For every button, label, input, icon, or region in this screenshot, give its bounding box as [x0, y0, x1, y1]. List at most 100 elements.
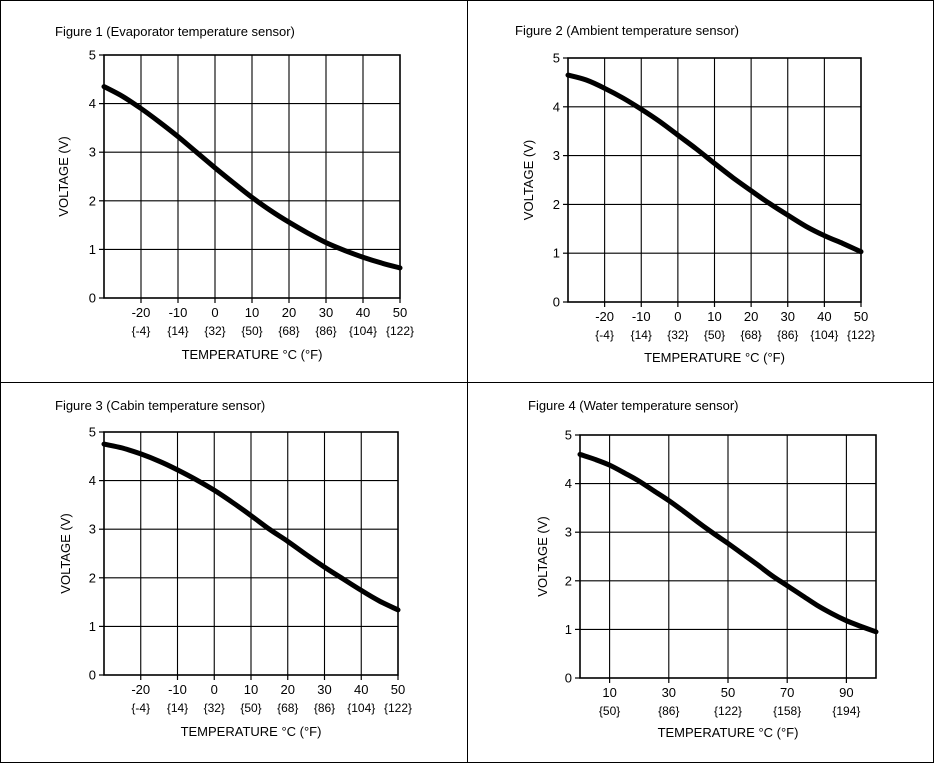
x-tick-label-celsius: -20 [131, 682, 150, 697]
x-tick-label-celsius: 50 [854, 309, 868, 324]
chart-title: Figure 2 (Ambient temperature sensor) [515, 23, 739, 38]
y-tick-label: 5 [89, 48, 96, 63]
x-tick-label-fahrenheit: {14} [167, 324, 188, 338]
x-tick-label-celsius: -10 [168, 682, 187, 697]
x-tick-label-celsius: 30 [317, 682, 331, 697]
y-tick-label: 4 [89, 473, 96, 488]
x-tick-label-fahrenheit: {158} [773, 704, 801, 718]
grid-lines [580, 435, 876, 678]
x-tick-label-celsius: 30 [662, 685, 676, 700]
y-tick-label: 2 [553, 197, 560, 212]
x-tick-label-celsius: -10 [632, 309, 651, 324]
x-tick-label-celsius: 30 [781, 309, 795, 324]
figure-2-ambient-sensor: Figure 2 (Ambient temperature sensor) 0 1 2… [515, 23, 875, 365]
y-tick-label: 5 [565, 428, 572, 443]
x-axis-label: TEMPERATURE °C (°F) [182, 347, 323, 362]
y-axis-label: VOLTAGE (V) [58, 513, 73, 593]
x-tick-label-celsius: 0 [674, 309, 681, 324]
x-tick-label-fahrenheit: {-4} [595, 328, 614, 342]
x-tick-label-celsius: 20 [282, 305, 296, 320]
x-tick-label-fahrenheit: {194} [832, 704, 860, 718]
chart-title: Figure 4 (Water temperature sensor) [528, 398, 738, 413]
x-axis-label: TEMPERATURE °C (°F) [181, 724, 322, 739]
grid-lines [104, 432, 398, 675]
x-tick-label-fahrenheit: {86} [314, 701, 335, 715]
y-tick-label: 0 [565, 671, 572, 686]
x-tick-label-fahrenheit: {50} [704, 328, 725, 342]
x-tick-label-celsius: 10 [602, 685, 616, 700]
y-tick-label: 0 [89, 291, 96, 306]
x-tick-label-fahrenheit: {86} [777, 328, 798, 342]
x-tick-label-fahrenheit: {-4} [131, 701, 150, 715]
x-tick-label-celsius: 70 [780, 685, 794, 700]
figure-4-water-sensor: Figure 4 (Water temperature sensor) 0 1 2 3 4… [528, 398, 879, 740]
x-tick-label-celsius: 50 [721, 685, 735, 700]
y-tick-label: 4 [565, 476, 572, 491]
x-tick-label-fahrenheit: {122} [384, 701, 412, 715]
y-tick-label: 0 [89, 668, 96, 683]
y-tick-label: 3 [553, 148, 560, 163]
x-tick-label-celsius: -20 [132, 305, 151, 320]
y-tick-label: 4 [89, 96, 96, 111]
x-tick-label-celsius: 0 [211, 682, 218, 697]
x-tick-label-fahrenheit: {122} [714, 704, 742, 718]
x-tick-label-celsius: 40 [817, 309, 831, 324]
y-tick-label: 5 [553, 51, 560, 66]
x-tick-label-celsius: 90 [839, 685, 853, 700]
grid-lines [568, 58, 861, 302]
voltage-curve-line [101, 441, 401, 613]
y-tick-label: 3 [89, 145, 96, 160]
voltage-curve-line [565, 72, 864, 255]
y-tick-label: 1 [89, 242, 96, 257]
y-tick-label: 0 [553, 295, 560, 310]
x-tick-label-fahrenheit: {122} [847, 328, 875, 342]
y-tick-label: 5 [89, 425, 96, 440]
voltage-curve-line [577, 451, 879, 635]
x-tick-label-fahrenheit: {50} [241, 324, 262, 338]
voltage-curve-line [101, 84, 403, 271]
x-tick-label-fahrenheit: {104} [810, 328, 838, 342]
x-tick-label-celsius: 40 [356, 305, 370, 320]
y-tick-label: 2 [89, 570, 96, 585]
y-axis-label: VOLTAGE (V) [521, 140, 536, 220]
x-tick-label-fahrenheit: {122} [386, 324, 414, 338]
x-tick-label-celsius: 0 [211, 305, 218, 320]
chart-title: Figure 3 (Cabin temperature sensor) [55, 398, 265, 413]
x-tick-label-fahrenheit: {14} [631, 328, 652, 342]
x-tick-label-celsius: 40 [354, 682, 368, 697]
x-tick-label-celsius: 10 [245, 305, 259, 320]
x-tick-label-celsius: -10 [169, 305, 188, 320]
x-tick-label-fahrenheit: {50} [240, 701, 261, 715]
y-tick-label: 1 [565, 622, 572, 637]
y-tick-label: 3 [89, 522, 96, 537]
x-tick-label-celsius: 10 [707, 309, 721, 324]
y-tick-label: 4 [553, 99, 560, 114]
x-tick-label-fahrenheit: {104} [349, 324, 377, 338]
x-tick-label-fahrenheit: {68} [740, 328, 761, 342]
y-tick-label: 2 [89, 193, 96, 208]
x-tick-label-fahrenheit: {14} [167, 701, 188, 715]
x-tick-label-fahrenheit: {32} [204, 701, 225, 715]
y-axis-label: VOLTAGE (V) [535, 516, 550, 596]
x-tick-label-fahrenheit: {50} [599, 704, 620, 718]
x-tick-label-fahrenheit: {32} [667, 328, 688, 342]
figure-1-evaporator-sensor: Figure 1 (Evaporator temperature sensor)… [55, 24, 414, 362]
x-axis-label: TEMPERATURE °C (°F) [644, 350, 785, 365]
y-tick-label: 1 [89, 619, 96, 634]
x-tick-label-celsius: 50 [391, 682, 405, 697]
chart-title: Figure 1 (Evaporator temperature sensor) [55, 24, 295, 39]
figure-3-cabin-sensor: Figure 3 (Cabin temperature sensor) 0 1 2 3 4… [55, 398, 412, 739]
y-tick-label: 3 [565, 525, 572, 540]
y-tick-label: 1 [553, 246, 560, 261]
x-tick-label-celsius: 20 [281, 682, 295, 697]
x-tick-label-fahrenheit: {68} [277, 701, 298, 715]
x-tick-label-fahrenheit: {86} [315, 324, 336, 338]
x-tick-label-celsius: 50 [393, 305, 407, 320]
x-tick-label-celsius: 20 [744, 309, 758, 324]
x-tick-label-fahrenheit: {-4} [132, 324, 151, 338]
x-tick-label-fahrenheit: {104} [347, 701, 375, 715]
x-tick-label-celsius: 30 [319, 305, 333, 320]
y-axis-label: VOLTAGE (V) [56, 136, 71, 216]
x-tick-label-celsius: -20 [595, 309, 614, 324]
